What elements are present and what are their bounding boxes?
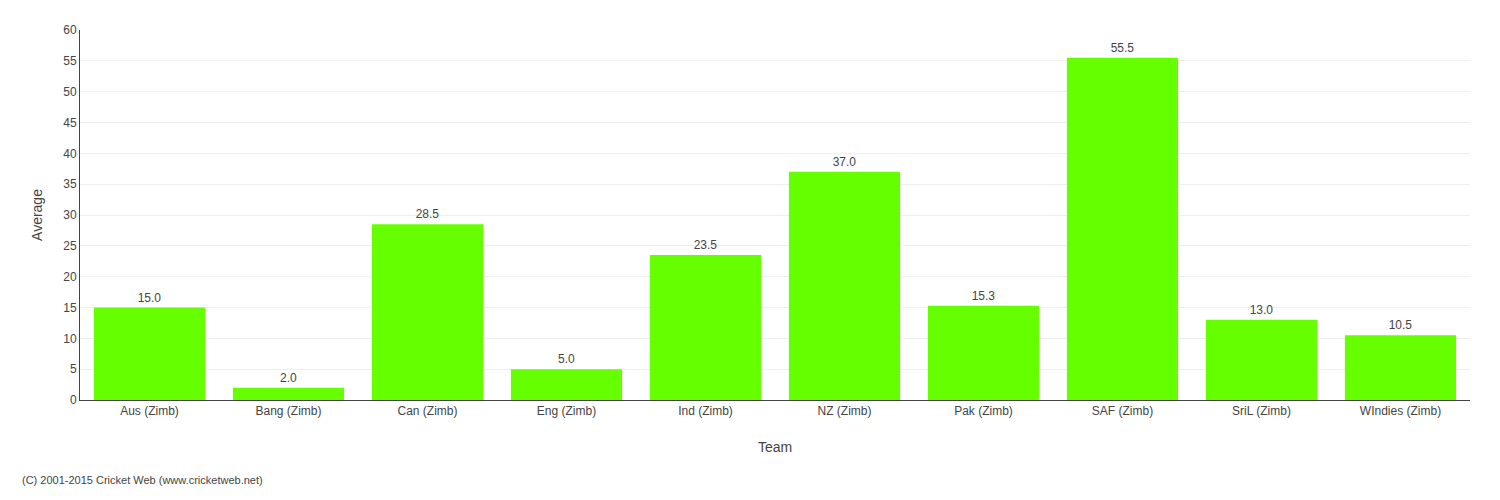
svg-text:5: 5 (70, 362, 77, 376)
svg-text:30: 30 (63, 208, 77, 222)
svg-text:2.0: 2.0 (280, 371, 297, 385)
svg-text:55: 55 (63, 54, 77, 68)
svg-text:35: 35 (63, 177, 77, 191)
svg-text:15.0: 15.0 (138, 291, 162, 305)
svg-text:Average: Average (29, 189, 45, 241)
svg-text:55.5: 55.5 (1111, 41, 1135, 55)
svg-text:(C) 2001-2015 Cricket Web (www: (C) 2001-2015 Cricket Web (www.cricketwe… (22, 474, 263, 486)
svg-text:15.3: 15.3 (972, 289, 996, 303)
svg-text:Can (Zimb): Can (Zimb) (397, 404, 457, 418)
svg-text:40: 40 (63, 147, 77, 161)
svg-text:25: 25 (63, 239, 77, 253)
svg-text:Aus (Zimb): Aus (Zimb) (120, 404, 179, 418)
svg-text:23.5: 23.5 (694, 238, 718, 252)
svg-text:SriL (Zimb): SriL (Zimb) (1232, 404, 1291, 418)
svg-text:Eng (Zimb): Eng (Zimb) (537, 404, 596, 418)
svg-text:SAF (Zimb): SAF (Zimb) (1092, 404, 1153, 418)
svg-text:Pak (Zimb): Pak (Zimb) (954, 404, 1013, 418)
svg-text:Team: Team (758, 439, 792, 455)
svg-text:15: 15 (63, 301, 77, 315)
svg-text:50: 50 (63, 85, 77, 99)
svg-text:37.0: 37.0 (833, 155, 857, 169)
svg-text:0: 0 (70, 393, 77, 407)
svg-text:10: 10 (63, 332, 77, 346)
svg-text:Ind (Zimb): Ind (Zimb) (678, 404, 733, 418)
svg-text:13.0: 13.0 (1250, 303, 1274, 317)
svg-text:NZ (Zimb): NZ (Zimb) (818, 404, 872, 418)
svg-text:28.5: 28.5 (416, 207, 440, 221)
svg-text:10.5: 10.5 (1389, 318, 1413, 332)
svg-text:45: 45 (63, 116, 77, 130)
svg-text:20: 20 (63, 270, 77, 284)
svg-text:5.0: 5.0 (558, 352, 575, 366)
svg-text:WIndies (Zimb): WIndies (Zimb) (1360, 404, 1441, 418)
svg-text:60: 60 (63, 23, 77, 37)
svg-text:Bang (Zimb): Bang (Zimb) (255, 404, 321, 418)
